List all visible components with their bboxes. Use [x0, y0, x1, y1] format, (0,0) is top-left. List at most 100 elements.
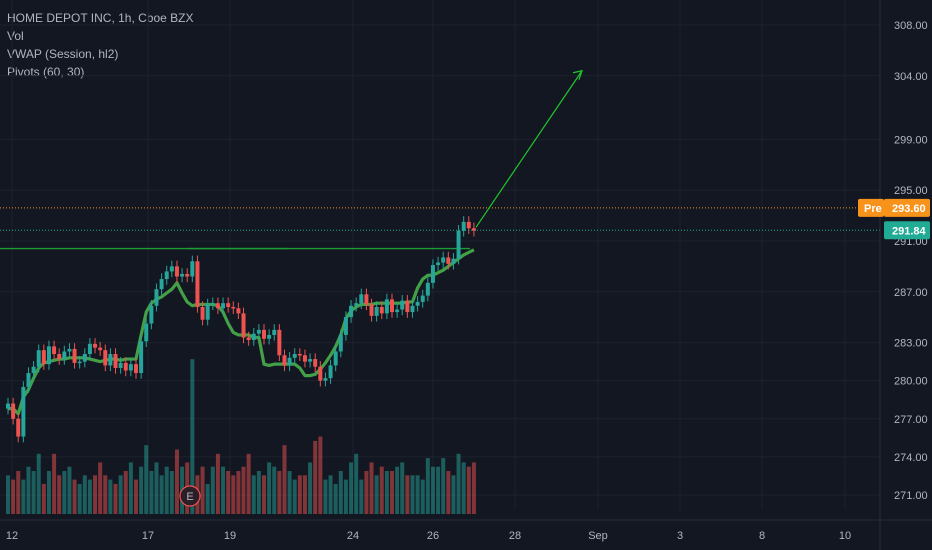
candle: [297, 348, 302, 361]
candle: [318, 360, 323, 387]
candle-body: [287, 357, 292, 366]
candle-body: [256, 329, 261, 334]
candle-body: [384, 299, 389, 314]
pre-market-label-tag[interactable]: [858, 198, 884, 217]
candle: [379, 301, 384, 320]
candle: [333, 345, 338, 372]
candle-body: [349, 305, 354, 318]
candle: [313, 353, 318, 373]
earnings-marker-label[interactable]: E: [186, 491, 193, 503]
candle: [215, 297, 220, 314]
candle-body: [405, 300, 410, 313]
volume-bar: [174, 449, 179, 514]
candle: [134, 358, 138, 379]
candle: [195, 255, 200, 313]
volume-bar: [16, 471, 21, 514]
volume-bar: [154, 462, 159, 514]
volume-bar: [446, 471, 451, 514]
projection-arrow[interactable]: [475, 69, 583, 228]
candle-body: [41, 350, 46, 365]
candle-body: [446, 257, 451, 264]
candle: [57, 348, 62, 365]
volume-bar: [98, 462, 103, 514]
volume-bar: [338, 471, 343, 514]
pre-market-price-tag[interactable]: [884, 198, 930, 217]
candle-body: [430, 265, 435, 283]
volume-bar: [369, 462, 374, 514]
candle: [451, 253, 456, 270]
candle: [87, 338, 92, 360]
candle: [118, 357, 123, 374]
candle-body: [415, 301, 420, 306]
pre-market-label: Pre: [864, 203, 882, 215]
candle: [149, 300, 154, 330]
volume-bar: [328, 475, 333, 514]
last-price-tag[interactable]: [884, 221, 930, 240]
candle-body: [390, 299, 394, 313]
candle: [41, 344, 46, 370]
candle: [185, 268, 190, 283]
candle-body: [154, 289, 159, 306]
volume-bar: [471, 462, 476, 514]
projection-arrow-line[interactable]: [475, 70, 583, 228]
candle: [323, 372, 328, 387]
price-tick-label: 287.00: [894, 287, 928, 299]
candle-body: [272, 329, 277, 335]
candle: [241, 307, 246, 344]
volume-bar: [118, 475, 123, 514]
volume-bar: [11, 479, 16, 514]
candle-body: [441, 257, 446, 263]
candle-body: [400, 300, 405, 310]
candle: [390, 293, 394, 318]
candle-body: [451, 258, 456, 264]
volume-bar: [123, 471, 128, 514]
price-axis[interactable]: 308.00304.00299.00295.00291.00287.00283.…: [858, 0, 930, 550]
candle-body: [328, 365, 333, 379]
candle-body: [277, 329, 282, 356]
price-tick-label: 299.00: [894, 134, 928, 146]
projection-arrow-head[interactable]: [572, 69, 583, 80]
candle: [246, 331, 251, 346]
time-tick-label: 3: [677, 530, 683, 542]
volume-bar: [190, 359, 195, 514]
candle: [164, 265, 169, 285]
symbol-title[interactable]: HOME DEPOT INC, 1h, Cboe BZX: [7, 11, 194, 25]
volume-bar: [93, 475, 98, 514]
volume-bar: [410, 475, 415, 514]
candle-body: [343, 317, 348, 335]
candle: [113, 348, 118, 374]
candle: [6, 397, 10, 415]
volume-bar: [169, 471, 174, 514]
volume-bar: [31, 471, 36, 514]
candle-body: [425, 282, 430, 296]
volume-bar: [26, 466, 31, 514]
candle: [103, 344, 108, 372]
volume-bars: [6, 359, 476, 514]
candle-body: [21, 387, 26, 437]
candle: [221, 297, 226, 314]
candle-body: [461, 221, 466, 231]
candle-body: [215, 303, 220, 309]
time-tick-label: 17: [142, 530, 154, 542]
earnings-marker-circle[interactable]: [179, 485, 201, 507]
volume-bar: [103, 475, 108, 514]
candle-body: [221, 303, 226, 309]
time-axis[interactable]: 12 17 19 24 26 28 Sep 3 8 10: [0, 519, 932, 542]
price-tick-label: 277.00: [894, 414, 928, 426]
candle: [67, 343, 72, 358]
volume-bar: [46, 471, 51, 514]
earnings-marker[interactable]: E: [179, 485, 201, 507]
candle-body: [200, 307, 205, 320]
grid-lines: [0, 0, 880, 510]
vwap-indicator-label[interactable]: VWAP (Session, hl2): [7, 47, 119, 61]
volume-bar: [246, 453, 251, 514]
candle: [180, 268, 185, 283]
volume-indicator-label[interactable]: Vol: [7, 29, 24, 43]
candle-body: [251, 333, 256, 341]
candle-body: [174, 266, 179, 277]
candle-body: [282, 355, 287, 366]
candle-body: [16, 418, 21, 437]
price-level-lines: [0, 207, 880, 231]
candle: [471, 222, 476, 237]
